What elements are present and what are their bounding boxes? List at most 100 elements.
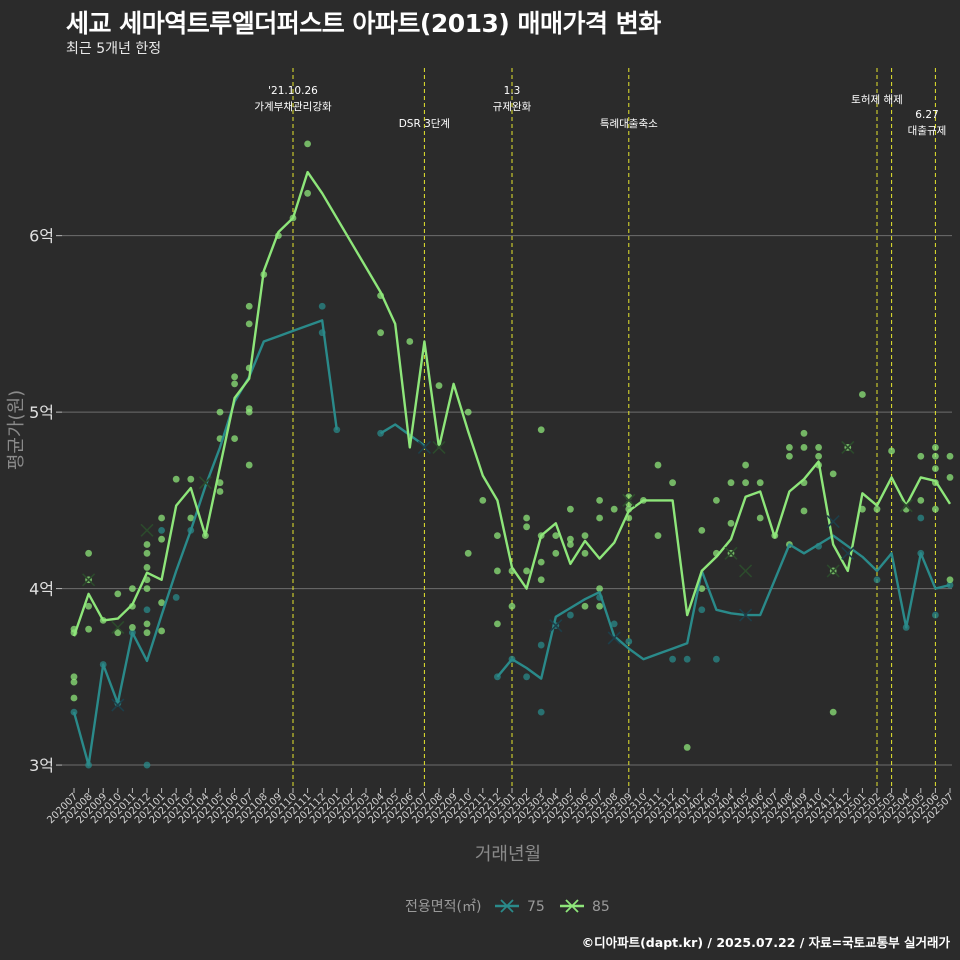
transaction-point-85 (406, 338, 414, 345)
transaction-point-85 (786, 444, 793, 451)
transaction-point-85 (464, 408, 472, 416)
event-annotation: 규제완화 (493, 100, 532, 113)
series-line-85 (72, 170, 952, 637)
transaction-point-85 (143, 629, 151, 637)
x-marker-85 (826, 564, 840, 578)
transaction-point-75 (143, 606, 151, 614)
transaction-point-85 (479, 496, 487, 504)
transaction-point-85 (873, 505, 881, 513)
transaction-point-85 (158, 627, 166, 635)
chart-title: 세교 세마역트루엘더퍼스트 아파트(2013) 매매가격 변화 (66, 9, 661, 38)
legend-title: 전용면적(㎡) (405, 899, 481, 915)
transaction-point-75 (683, 655, 691, 663)
transaction-point-85 (216, 408, 224, 416)
legend-label-75: 75 (527, 899, 545, 915)
transaction-point-85 (304, 140, 311, 148)
transaction-point-75 (917, 514, 925, 522)
y-tick-label: 4억 (29, 580, 54, 599)
source-caption: ©디아파트(dapt.kr) / 2025.07.22 / 자료=국토교통부 실… (581, 935, 950, 950)
transaction-point-85 (742, 479, 749, 487)
transaction-point-85 (494, 567, 501, 575)
transaction-point-85 (129, 624, 136, 631)
transaction-point-85 (756, 479, 764, 487)
transaction-point-85 (567, 541, 574, 548)
transaction-point-85 (800, 444, 808, 451)
transaction-point-85 (946, 474, 954, 481)
transaction-point-85 (567, 535, 574, 543)
transaction-point-75 (172, 594, 180, 601)
x-marker-75 (739, 608, 753, 622)
transaction-point-75 (610, 620, 618, 628)
transaction-point-85 (245, 461, 253, 469)
transaction-point-85 (552, 549, 560, 557)
event-annotation: 특례대출축소 (600, 118, 658, 130)
transaction-point-85 (727, 479, 735, 487)
transaction-point-85 (800, 429, 808, 437)
transaction-point-85 (742, 461, 749, 469)
series-lines (72, 170, 952, 767)
event-annotation: 1.3 (504, 85, 521, 97)
transaction-point-85 (946, 576, 954, 584)
x-marker-85 (899, 499, 913, 513)
transaction-point-85 (216, 479, 224, 487)
transaction-point-85 (143, 541, 151, 548)
transaction-point-85 (917, 452, 925, 460)
transaction-point-85 (552, 532, 560, 540)
x-marker-85 (432, 440, 446, 454)
transaction-point-85 (859, 391, 866, 398)
transaction-point-75 (567, 611, 574, 619)
transaction-point-85 (596, 496, 603, 504)
chart-subtitle: 최근 5개년 한정 (66, 41, 162, 57)
transaction-point-85 (946, 452, 954, 460)
transaction-point-75 (537, 641, 545, 649)
transaction-point-85 (932, 444, 939, 451)
transaction-point-85 (143, 549, 151, 557)
transaction-point-75 (158, 526, 166, 534)
transaction-point-85 (932, 465, 939, 472)
event-lines (292, 68, 936, 788)
transaction-point-85 (727, 519, 735, 527)
y-axis-ticks: 3억 4억 5억 6억 (29, 227, 62, 775)
y-tick-label: 5억 (29, 403, 54, 422)
transaction-point-75 (143, 761, 151, 769)
transaction-point-85 (537, 426, 545, 434)
transaction-point-75 (318, 302, 326, 310)
transaction-point-85 (581, 549, 589, 557)
x-marker-75 (607, 631, 621, 645)
transaction-point-85 (245, 302, 253, 310)
transaction-point-85 (698, 585, 706, 592)
x-marker-85 (82, 573, 96, 587)
event-annotation: '21.10.26 (268, 85, 318, 97)
transaction-point-85 (494, 532, 501, 540)
transaction-point-85 (596, 585, 603, 592)
event-annotation: DSR 3단계 (399, 118, 450, 130)
transaction-point-85 (829, 708, 837, 716)
transaction-point-85 (815, 444, 822, 451)
legend-marker-75 (500, 899, 514, 913)
transaction-point-85 (435, 382, 443, 390)
transaction-point-85 (129, 585, 136, 592)
transaction-point-85 (158, 599, 166, 607)
x-axis-label: 거래년월 (475, 844, 541, 865)
transaction-point-85 (245, 320, 253, 328)
event-annotation: 가계부채관리강화 (254, 101, 332, 113)
transaction-point-85 (158, 535, 166, 543)
x-marker-85 (111, 620, 125, 634)
transaction-point-85 (756, 514, 764, 522)
event-annotation: 대출규제 (908, 125, 947, 137)
y-axis-label: 평균가(원) (6, 390, 27, 470)
legend-label-85: 85 (592, 899, 610, 915)
transaction-point-85 (85, 602, 92, 610)
x-marker-85 (140, 523, 154, 537)
transaction-point-85 (187, 475, 195, 483)
series-line-75 (496, 534, 951, 680)
transaction-point-85 (932, 505, 939, 513)
transaction-point-85 (464, 549, 472, 557)
transaction-point-85 (523, 523, 530, 531)
transaction-point-85 (829, 470, 837, 478)
transaction-point-85 (698, 526, 706, 534)
transaction-point-75 (523, 673, 530, 681)
x-marker-75 (841, 546, 855, 560)
transaction-point-85 (596, 602, 603, 610)
